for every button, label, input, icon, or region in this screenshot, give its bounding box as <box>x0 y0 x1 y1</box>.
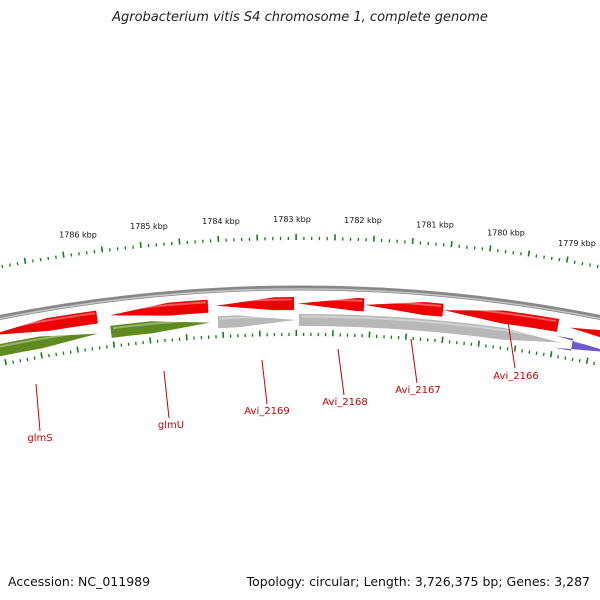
ruler-tick <box>16 261 19 266</box>
ruler-tick <box>542 352 545 357</box>
ruler-tick <box>100 246 104 253</box>
ruler-tick <box>549 351 553 358</box>
gene-avi2169-arrow <box>217 315 296 329</box>
ruler-label: 1785 kbp <box>130 222 168 231</box>
gene-arrow-6 <box>444 306 560 332</box>
ruler-tick <box>585 357 589 364</box>
ruler-tick <box>139 241 142 249</box>
gene-arrow-2 <box>110 299 209 316</box>
ruler-tick <box>26 357 29 362</box>
ruler-label: 1779 kbp <box>558 239 596 248</box>
ruler-tick <box>596 264 599 269</box>
gene-label: Avi_2169 <box>244 406 289 417</box>
ruler-tick <box>19 359 22 363</box>
ruler-tick <box>593 361 596 366</box>
ruler-label: 1783 kbp <box>273 215 311 224</box>
ruler-tick <box>566 256 569 263</box>
ruler-tick <box>149 337 152 344</box>
gene-glms-arrow <box>0 330 98 357</box>
ruler-tick <box>558 257 561 262</box>
ruler-tick <box>573 260 576 264</box>
ruler-tick <box>12 360 15 364</box>
gene-avi2168-2166-arrow <box>299 313 560 343</box>
ruler-tick <box>62 251 65 258</box>
gene-blue-arrow <box>554 335 600 352</box>
ruler-tick <box>513 345 517 352</box>
ruler-label: 1782 kbp <box>344 216 382 225</box>
gene-label: Avi_2166 <box>493 371 538 382</box>
ruler-tick <box>32 259 34 263</box>
ruler-tick <box>550 256 553 261</box>
label-leader-line <box>261 359 268 405</box>
reverse-strand-genes <box>0 313 600 357</box>
gene-label: glmU <box>158 420 184 431</box>
ruler-tick <box>578 359 581 363</box>
ruler-tick <box>477 340 480 347</box>
ruler-label: 1786 kbp <box>59 230 97 239</box>
label-leader-line <box>337 348 345 396</box>
ruler-label: 1780 kbp <box>487 228 525 237</box>
summary-text: Topology: circular; Length: 3,726,375 bp… <box>246 574 590 589</box>
ruler-tick <box>450 241 453 248</box>
accession-text: Accession: NC_011989 <box>8 574 151 589</box>
gene-labels: glmS glmU Avi_2169 Avi_2168 Avi_2167 Avi_2166 <box>27 371 538 444</box>
label-leader-line <box>507 321 516 369</box>
gene-arrow-1 <box>0 310 98 335</box>
gene-glmu-arrow <box>110 318 210 338</box>
ruler-tick <box>39 257 42 262</box>
label-leader-line <box>163 370 170 419</box>
ruler-tick <box>47 256 50 261</box>
ruler-tick <box>535 351 538 355</box>
map-title: Agrobacterium vitis S4 chromosome 1, com… <box>112 10 488 25</box>
gene-arrow-5 <box>365 300 444 317</box>
ruler-tick <box>23 257 27 265</box>
ruler-tick <box>581 261 584 266</box>
label-leader-line <box>410 338 418 384</box>
ruler-tick <box>48 353 50 358</box>
forward-strand-genes <box>0 297 600 338</box>
ruler-tick <box>112 341 116 348</box>
ruler-tick <box>62 351 65 355</box>
outer-ruler-ticks <box>1 233 599 269</box>
genome-backbone <box>0 285 600 321</box>
ruler-tick <box>76 346 79 353</box>
ruler-tick <box>571 357 574 362</box>
gene-arrow-4 <box>298 298 365 312</box>
gene-label: Avi_2167 <box>395 385 440 396</box>
ruler-tick <box>489 245 492 252</box>
ruler-label: 1784 kbp <box>202 217 240 226</box>
ruler-tick <box>4 359 8 366</box>
label-leader-line <box>35 383 41 432</box>
gene-arrow-3 <box>216 297 295 311</box>
gene-arrow-7 <box>570 324 600 338</box>
gene-label: Avi_2168 <box>322 397 367 408</box>
ruler-tick <box>9 263 11 267</box>
ruler-tick <box>589 263 591 267</box>
ruler-tick <box>40 352 43 359</box>
gene-label: glmS <box>27 433 52 444</box>
ruler-labels: 1786 kbp 1785 kbp 1784 kbp 1783 kbp 1782 kbp… <box>59 215 596 248</box>
ruler-tick <box>441 336 444 343</box>
ruler-tick <box>557 355 560 359</box>
gene-label-leaders <box>35 321 516 432</box>
ruler-tick <box>527 250 531 257</box>
backbone-arc <box>0 285 600 321</box>
ruler-tick <box>1 264 4 269</box>
ruler-tick <box>564 356 567 360</box>
backbone-highlight <box>0 288 600 320</box>
ruler-label: 1781 kbp <box>416 221 454 230</box>
ruler-tick <box>55 352 58 357</box>
inner-ruler-ticks <box>4 329 596 366</box>
ruler-tick <box>33 356 36 360</box>
